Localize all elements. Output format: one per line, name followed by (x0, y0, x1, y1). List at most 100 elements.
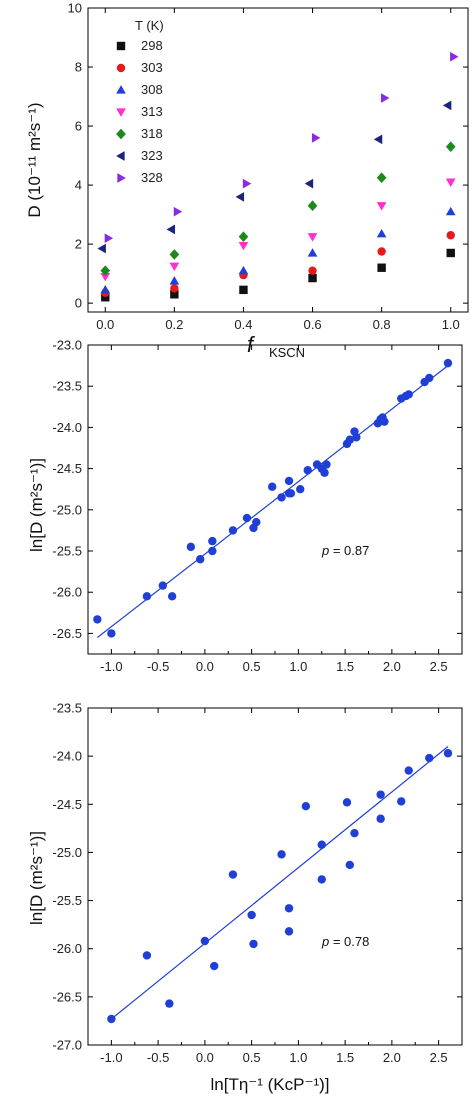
chart-1-point (445, 178, 456, 187)
chart-1-legend-marker (117, 173, 126, 183)
chart-3-y-axis-label: ln[D (m²s⁻¹)] (27, 831, 46, 925)
chart-1-series-303 (101, 231, 455, 298)
chart-1-legend-marker (116, 108, 126, 117)
chart-1-legend-marker (116, 85, 126, 94)
chart-2-point (425, 373, 434, 383)
chart-3-point (210, 961, 219, 971)
chart-3-point (228, 870, 238, 879)
chart-1-legend-marker (116, 151, 125, 161)
chart-2-points (93, 358, 453, 638)
chart-1-point (381, 93, 390, 103)
chart-1-point (376, 202, 387, 211)
chart-2-fit-line (96, 365, 449, 638)
chart-1-legend: T (K) 298 303 308 313 318 323 328 (116, 18, 164, 185)
chart-2-point (286, 489, 296, 498)
chart-3-y-tick-label: -24.0 (52, 749, 82, 764)
chart-3-annotation-value: = 0.78 (329, 934, 369, 949)
chart-1-series-323 (97, 100, 452, 254)
chart-1-point (446, 231, 455, 240)
chart-2-point (443, 358, 453, 368)
chart-1-point (97, 243, 106, 254)
chart-1-point (238, 231, 249, 243)
chart-1-point (169, 249, 180, 260)
chart-3-point (376, 790, 385, 799)
chart-1-point (445, 141, 456, 153)
chart-2-point (277, 493, 286, 502)
chart-1-point (450, 51, 459, 62)
chart-1-x-tick-label: 0.2 (165, 317, 183, 332)
chart-2-point (228, 526, 238, 535)
chart-1-point (242, 178, 252, 189)
chart-3-x-tick-label: -0.5 (147, 1050, 169, 1065)
chart-3-x-tick-label: 1.5 (336, 1050, 354, 1065)
chart-2-x-tick-label: 2.5 (430, 659, 448, 674)
chart-1-y-tick-label: 4 (75, 178, 82, 193)
chart-1-point (373, 134, 383, 145)
chart-2-x-tick-label: 2.0 (383, 659, 401, 674)
chart-1-point (239, 285, 248, 295)
chart-2-y-tick-label: -26.5 (52, 626, 82, 641)
chart-1-point (173, 206, 183, 217)
chart-1-y-axis-label: D (10⁻¹¹ m²s⁻¹) (25, 102, 44, 217)
chart-2-y-axis-label: ln[D (m²s⁻¹)] (27, 458, 46, 552)
chart-1-point (100, 272, 111, 282)
chart-1-point (166, 224, 175, 235)
chart-1-x-tick-label: 0.6 (304, 317, 322, 332)
chart-1-plot-frame (87, 7, 469, 313)
chart-1-y-tick-label: 8 (75, 60, 82, 75)
chart-1-point (446, 248, 455, 258)
chart-3-point (350, 828, 359, 838)
chart-2-point (284, 476, 294, 486)
chart-1-y-tick-label: 10 (68, 1, 82, 16)
chart-3-y-tick-label: -23.5 (52, 701, 82, 716)
chart-3-fit-line (110, 746, 449, 1020)
chart-1-legend-label: 298 (141, 38, 163, 53)
chart-3-y-tick-label: -26.5 (52, 989, 82, 1004)
chart-2-y-tick-label: -25.0 (52, 502, 82, 517)
chart-3-point (317, 840, 326, 849)
chart-1-x-tick-label: 0.0 (96, 317, 114, 332)
chart-1-point (170, 284, 179, 293)
chart-3-x-tick-label: 0.5 (243, 1050, 261, 1065)
chart-1-legend-label: 313 (141, 104, 163, 119)
chart-2-point (242, 513, 252, 523)
chart-2-point (196, 555, 205, 564)
chart-1-legend-label: 323 (141, 148, 163, 163)
chart-3-point (277, 850, 286, 859)
chart-3-point (301, 802, 311, 811)
chart-1-point (100, 285, 111, 294)
chart-2-x-tick-label: -1.0 (100, 659, 122, 674)
chart-2-x-tick-label: 1.5 (336, 659, 354, 674)
chart-1-point (101, 293, 110, 302)
chart-3-x-tick-label: 1.0 (289, 1050, 307, 1065)
chart-2-point (320, 468, 329, 477)
chart-1-legend-label: 308 (141, 82, 163, 97)
chart-3-point (200, 936, 210, 946)
chart-3-point (317, 875, 326, 884)
chart-2-point (252, 517, 261, 527)
chart-3-ln-fit: -1.0 -0.5 0.0 0.5 1.0 1.5 2.0 2.5 -23.5 -24.0 -24.… (27, 701, 463, 1094)
chart-1-point (169, 262, 180, 272)
chart-1-point (445, 206, 456, 216)
chart-3-point (284, 927, 294, 936)
chart-3-point (404, 766, 413, 775)
chart-1-point (307, 233, 318, 242)
chart-3-y-tick-label: -27.0 (52, 1038, 82, 1053)
chart-2-ln-fit: -1.0 -0.5 0.0 0.5 1.0 1.5 2.0 2.5 -23.0 -23.5 -24.… (27, 338, 463, 674)
chart-2-point (303, 466, 312, 475)
chart-1-series-318 (100, 141, 456, 276)
chart-2-point (322, 460, 331, 469)
chart-1-series-308 (100, 206, 456, 294)
chart-1-point (238, 241, 249, 251)
chart-1-legend-marker (116, 128, 126, 140)
chart-3-point (397, 797, 406, 806)
chart-1-legend-label: 303 (141, 60, 163, 75)
chart-2-x-tick-label: -0.5 (147, 659, 169, 674)
chart-2-point (296, 485, 305, 494)
chart-1-legend-label: 328 (141, 170, 163, 185)
chart-3-point (107, 1014, 116, 1024)
chart-3-x-tick-label: 2.0 (383, 1050, 401, 1065)
chart-1-point (307, 200, 318, 212)
chart-1-point (377, 247, 386, 256)
